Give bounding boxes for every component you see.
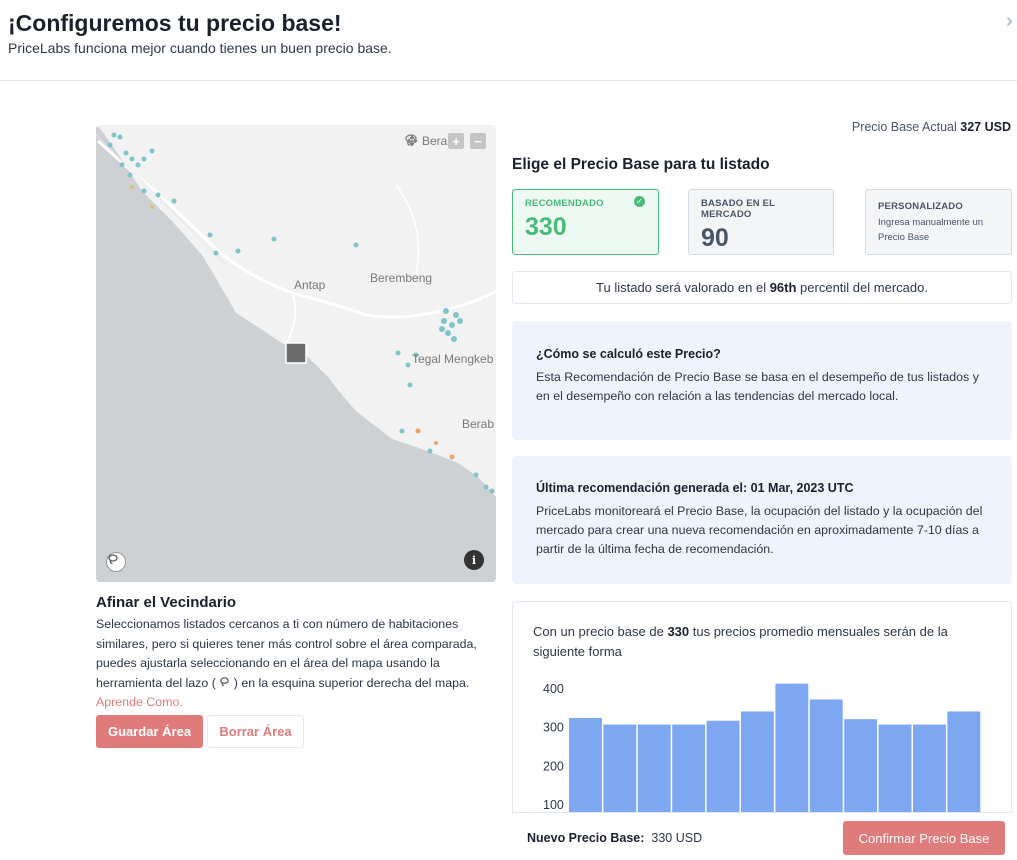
market-label: BASADO EN EL MERCADO (701, 198, 776, 220)
map-label-berab: Berab (462, 417, 495, 431)
zoom-in-icon[interactable]: + (448, 133, 464, 149)
modal-header: ¡Configuremos tu precio base! PriceLabs … (0, 0, 1017, 81)
custom-label: PERSONALIZADO (878, 201, 963, 212)
check-icon: ✓ (634, 196, 645, 207)
percentile-value: 96th (769, 280, 797, 295)
map-label-bera: Bera (422, 134, 448, 148)
chevron-right-icon[interactable]: › (1006, 10, 1013, 32)
lasso-icon (108, 554, 118, 565)
new-price-value: 330 USD (651, 831, 703, 845)
map-toolbar: ✥ + − (404, 133, 486, 149)
neighborhood-title: Afinar el Vecindario (96, 594, 237, 611)
lasso-icon[interactable] (405, 133, 442, 149)
info-icon[interactable]: i (464, 550, 484, 570)
neighborhood-map[interactable]: Antap Berembeng Tegal Mengkeb Berab Bera… (96, 125, 496, 582)
move-icon[interactable]: ✥ (406, 132, 418, 149)
chart-caption-post: tus precios promedio mensuales serán de … (533, 624, 948, 659)
new-price: Nuevo Precio Base: 330 USD (527, 831, 702, 845)
y-tick-label: 100 (543, 798, 564, 812)
chart-caption: Con un precio base de 330 tus precios pr… (533, 622, 993, 662)
current-base-price: Precio Base Actual 327 USD (852, 120, 1011, 134)
confirm-base-price-button[interactable]: Confirmar Precio Base (843, 821, 1005, 855)
map-label-tegal: Tegal Mengkeb (412, 352, 494, 366)
percentile-pre: Tu listado será valorado en el (596, 280, 770, 295)
map-label-berembeng: Berembeng (370, 271, 433, 285)
neighborhood-text-2: ) en la esquina superior derecha del map… (233, 675, 470, 690)
market-value: 90 (701, 224, 729, 252)
footer-bar: Nuevo Precio Base: 330 USD Confirmar Pre… (512, 812, 1012, 860)
lasso-tool-button[interactable] (106, 552, 126, 572)
save-area-button[interactable]: Guardar Área (96, 715, 203, 748)
y-tick-label: 300 (543, 721, 564, 735)
percentile-post: percentil del mercado. (796, 280, 928, 295)
new-price-label: Nuevo Precio Base: (527, 831, 645, 845)
recommended-price-card[interactable]: RECOMENDADO 330 ✓ (512, 189, 659, 255)
neighborhood-description: Seleccionamos listados cercanos a ti con… (96, 615, 496, 713)
custom-price-card[interactable]: PERSONALIZADO Ingresa manualmente un Pre… (865, 189, 1012, 255)
current-base-price-value: 327 USD (960, 120, 1011, 134)
map-label-antap: Antap (294, 278, 326, 292)
clear-area-button[interactable]: Borrar Área (207, 715, 304, 748)
last-recommendation-title: Última recomendación generada el: 01 Mar… (536, 481, 854, 495)
modal-title: ¡Configuremos tu precio base! (8, 10, 342, 36)
how-calculated-box: ¿Cómo se calculó este Precio? Esta Recom… (512, 321, 1012, 440)
y-tick-label: 400 (543, 682, 564, 696)
selected-listing-marker (285, 342, 307, 364)
chart-caption-pre: Con un precio base de (533, 624, 668, 639)
zoom-out-icon[interactable]: − (470, 133, 486, 149)
y-tick-label: 200 (543, 759, 564, 773)
market-price-card[interactable]: BASADO EN EL MERCADO 90 (688, 189, 834, 255)
custom-sub: Ingresa manualmente un Precio Base (878, 217, 984, 243)
learn-how-link[interactable]: Aprende Como. (96, 695, 183, 710)
how-calculated-text: Esta Recomendación de Precio Base se bas… (536, 370, 979, 403)
recommended-label: RECOMENDADO (525, 198, 604, 209)
chart-caption-value: 330 (667, 624, 690, 639)
how-calculated-title: ¿Cómo se calculó este Precio? (536, 347, 721, 361)
last-recommendation-text: PriceLabs monitoreará el Precio Base, la… (536, 504, 983, 556)
modal-subtitle: PriceLabs funciona mejor cuando tienes u… (8, 40, 392, 56)
current-base-price-label: Precio Base Actual (851, 120, 957, 134)
neighborhood-text-1: Seleccionamos listados cercanos a ti con… (96, 617, 477, 690)
choose-price-title: Elige el Precio Base para tu listado (512, 156, 770, 173)
lasso-icon (220, 677, 230, 687)
percentile-banner: Tu listado será valorado en el 96th perc… (512, 271, 1012, 304)
last-recommendation-box: Última recomendación generada el: 01 Mar… (512, 456, 1012, 584)
map-canvas (96, 125, 496, 582)
recommended-value: 330 (525, 213, 567, 241)
